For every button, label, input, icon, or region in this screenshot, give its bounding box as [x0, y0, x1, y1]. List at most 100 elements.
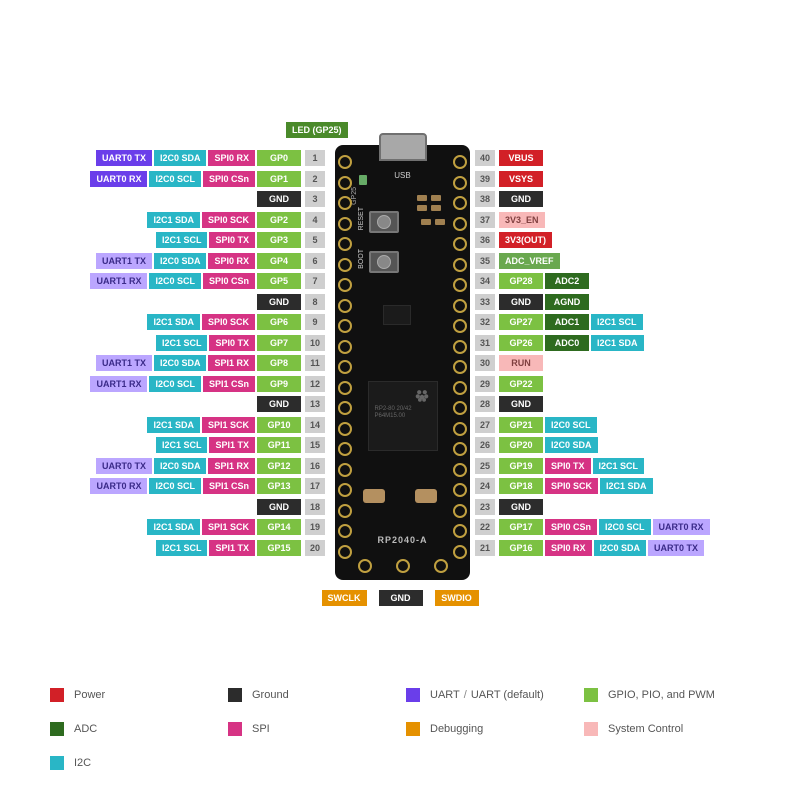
pad-hole-icon: [338, 237, 352, 251]
pin-number: 22: [475, 519, 495, 535]
pin-row: I2C1 SCLSPI0 TXGP35: [89, 230, 326, 251]
capacitor-icon: [417, 195, 427, 201]
pin-function: UART0 RX: [90, 478, 147, 494]
pin-function: I2C0 SCL: [149, 376, 201, 392]
pin-function: GND: [499, 191, 543, 207]
pin-row: 22GP17SPI0 CSnI2C0 SCLUART0 RX: [474, 517, 711, 538]
pad-hole-icon: [338, 217, 352, 231]
pin-number: 30: [475, 355, 495, 371]
pin-function: I2C1 SCL: [156, 335, 208, 351]
pin-function: SPI0 TX: [209, 232, 255, 248]
pin-function: I2C1 SDA: [147, 519, 200, 535]
pin-number: 3: [305, 191, 325, 207]
pin-row: I2C1 SCLSPI0 TXGP710: [89, 333, 326, 354]
pad-hole-icon: [453, 483, 467, 497]
legend-item: SPI: [228, 722, 394, 736]
pin-function: I2C1 SCL: [156, 437, 208, 453]
pad-hole-icon: [338, 442, 352, 456]
debug-header: [335, 559, 470, 575]
pad-hole-icon: [338, 258, 352, 272]
pin-function: I2C0 SCL: [599, 519, 651, 535]
pin-number: 16: [305, 458, 325, 474]
pin-function: GP16: [499, 540, 543, 556]
board-name: RP2040-A: [377, 535, 427, 545]
legend-label: Debugging: [430, 723, 483, 735]
pin-function: ADC_VREF: [499, 253, 560, 269]
pin-number: 29: [475, 376, 495, 392]
pad-hole-icon: [396, 559, 410, 573]
pin-function: GP20: [499, 437, 543, 453]
pin-number: 5: [305, 232, 325, 248]
pin-function: GP4: [257, 253, 301, 269]
pin-row: I2C1 SDASPI0 SCKGP69: [89, 312, 326, 333]
pin-number: 20: [305, 540, 325, 556]
pin-function: I2C1 SCL: [593, 458, 645, 474]
legend-item: Debugging: [406, 722, 572, 736]
pin-row: 34GP28ADC2: [474, 271, 711, 292]
pin-number: 4: [305, 212, 325, 228]
pin-number: 34: [475, 273, 495, 289]
pin-function: SPI1 RX: [208, 355, 255, 371]
legend-item: ADC: [50, 722, 216, 736]
pin-row: 30RUN: [474, 353, 711, 374]
pad-hole-icon: [453, 217, 467, 231]
debug-pin-labels: SWCLKGNDSWDIO: [0, 590, 800, 606]
pin-function: 3V3(OUT): [499, 232, 552, 248]
capacitor-icon: [435, 219, 445, 225]
pin-function: SPI0 SCK: [545, 478, 598, 494]
pin-row: 32GP27ADC1I2C1 SCL: [474, 312, 711, 333]
pin-function: GND: [499, 294, 543, 310]
left-header: [338, 155, 352, 565]
debug-pin: SWCLK: [322, 590, 367, 606]
legend-label: ADC: [74, 723, 97, 735]
pin-function: ADC2: [545, 273, 589, 289]
pin-function: GP9: [257, 376, 301, 392]
pin-function: GND: [257, 396, 301, 412]
pin-function: GP1: [257, 171, 301, 187]
pin-function: I2C0 SCL: [545, 417, 597, 433]
pin-function: GP28: [499, 273, 543, 289]
pin-function: ADC1: [545, 314, 589, 330]
capacitor-icon: [431, 195, 441, 201]
pin-function: GP6: [257, 314, 301, 330]
pin-function: I2C1 SCL: [591, 314, 643, 330]
pin-number: 12: [305, 376, 325, 392]
pin-function: SPI1 CSn: [203, 376, 255, 392]
pin-function: SPI0 SCK: [202, 314, 255, 330]
pin-function: UART0 TX: [96, 150, 152, 166]
pad-hole-icon: [453, 360, 467, 374]
pin-number: 24: [475, 478, 495, 494]
legend-swatch: [228, 688, 242, 702]
legend-swatch: [50, 756, 64, 770]
pad-hole-icon: [338, 545, 352, 559]
pin-row: 39VSYS: [474, 169, 711, 190]
pin-function: GP18: [499, 478, 543, 494]
pad-hole-icon: [338, 401, 352, 415]
pin-row: UART1 TXI2C0 SDASPI1 RXGP811: [89, 353, 326, 374]
legend-item: I2C: [50, 756, 216, 770]
pin-function: GP13: [257, 478, 301, 494]
pin-number: 40: [475, 150, 495, 166]
pin-number: 36: [475, 232, 495, 248]
pin-function: GP22: [499, 376, 543, 392]
pad-hole-icon: [453, 422, 467, 436]
pin-number: 10: [305, 335, 325, 351]
pin-number: 15: [305, 437, 325, 453]
pin-number: 7: [305, 273, 325, 289]
pin-function: SPI0 RX: [208, 150, 255, 166]
pin-number: 26: [475, 437, 495, 453]
pin-row: I2C1 SCLSPI1 TXGP1520: [89, 538, 326, 559]
pin-row: 29GP22: [474, 374, 711, 395]
pin-number: 37: [475, 212, 495, 228]
legend-swatch: [584, 722, 598, 736]
mcu-chip-icon: RP2-80 20/42 P64M15.00: [368, 381, 438, 451]
pin-row: UART1 TXI2C0 SDASPI0 RXGP46: [89, 251, 326, 272]
pin-function: GP0: [257, 150, 301, 166]
pad-hole-icon: [338, 319, 352, 333]
pin-number: 28: [475, 396, 495, 412]
pad-hole-icon: [338, 381, 352, 395]
pin-row: 25GP19SPI0 TXI2C1 SCL: [474, 456, 711, 477]
led-gpio-label: GP25: [351, 187, 358, 205]
pin-row: 24GP18SPI0 SCKI2C1 SDA: [474, 476, 711, 497]
pin-function: SPI1 RX: [208, 458, 255, 474]
